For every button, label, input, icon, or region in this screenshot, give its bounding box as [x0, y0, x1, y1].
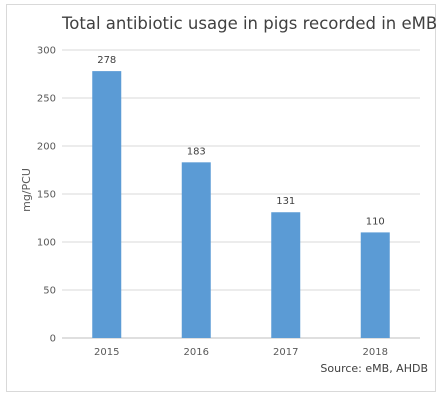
y-tick-label: 150	[37, 190, 56, 201]
data-label-2018: 110	[366, 216, 385, 227]
bar-2015	[92, 71, 122, 339]
x-tick-label-2015: 2015	[94, 347, 119, 358]
y-tick-labels: 0 50 100 150 200 250 300	[37, 46, 56, 345]
y-tick-label: 50	[43, 286, 56, 297]
y-tick-label: 250	[37, 94, 56, 105]
y-tick-label: 300	[37, 46, 56, 57]
y-tick-label: 200	[37, 142, 56, 153]
y-axis-label: mg/PCU	[20, 168, 33, 212]
data-label-2016: 183	[187, 146, 206, 157]
bar-2017	[271, 212, 301, 338]
x-tick-label-2016: 2016	[184, 347, 209, 358]
data-labels: 278 183 131 110	[97, 55, 385, 227]
source-note: Source: eMB, AHDB	[320, 362, 428, 375]
data-label-2017: 131	[276, 196, 295, 207]
bars	[92, 71, 390, 339]
x-tick-label-2018: 2018	[363, 347, 388, 358]
bar-2016	[181, 162, 211, 338]
y-tick-label: 0	[50, 334, 56, 345]
y-tick-label: 100	[37, 238, 56, 249]
bar-2018	[360, 232, 390, 338]
data-label-2015: 278	[97, 55, 116, 66]
chart-title: Total antibiotic usage in pigs recorded …	[62, 14, 438, 33]
x-tick-label-2017: 2017	[273, 347, 298, 358]
x-tick-labels: 2015 2016 2017 2018	[94, 347, 388, 358]
gridlines	[62, 49, 420, 339]
